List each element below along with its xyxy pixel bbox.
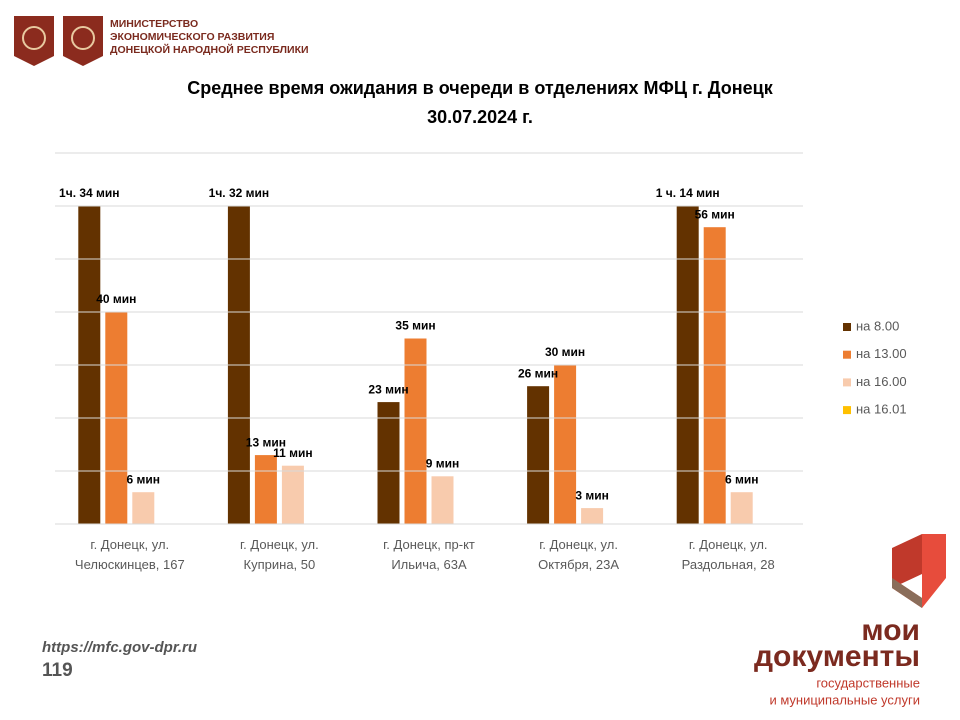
legend-label: на 16.00 (856, 374, 907, 389)
page-number: 119 (42, 660, 73, 681)
data-label: 6 мин (127, 472, 161, 486)
url: https://mfc.gov-dpr.ru (42, 639, 197, 656)
bar (554, 365, 577, 524)
bar (227, 206, 250, 524)
x-tick-label: г. Донецк, пр-кт Ильича, 63А (383, 537, 475, 572)
bar (730, 492, 753, 524)
data-label: 1 ч. 14 мин (656, 186, 720, 200)
bar (132, 492, 155, 524)
bar (404, 338, 427, 524)
legend-swatch (843, 406, 851, 415)
data-label: 1ч. 34 мин (59, 186, 120, 200)
data-label: 30 мин (545, 345, 585, 359)
brand-logo (892, 534, 946, 608)
bar (431, 476, 454, 524)
data-label: 11 мин (273, 446, 313, 460)
x-tick-label: г. Донецк, ул. Октября, 23А (538, 537, 619, 572)
data-label: 40 мин (96, 292, 136, 306)
ministry-line: МИНИСТЕРСТВО (110, 18, 198, 30)
bar (78, 206, 101, 524)
bar (703, 227, 726, 524)
data-label: 35 мин (395, 319, 435, 333)
ministry-line: ДОНЕЦКОЙ НАРОДНОЙ РЕСПУБЛИКИ (110, 43, 309, 56)
x-tick-label: г. Донецк, ул. Челюскинцев, 167 (75, 537, 185, 572)
data-label: 9 мин (426, 456, 460, 470)
bar (377, 402, 400, 524)
legend-label: на 16.01 (856, 402, 907, 417)
chart-subtitle: 30.07.2024 г. (427, 107, 533, 127)
legend-swatch (843, 350, 851, 359)
legend-swatch (843, 323, 851, 331)
bar (281, 465, 304, 524)
bar (527, 386, 550, 524)
data-label: 6 мин (725, 472, 759, 486)
emblems (14, 16, 103, 66)
x-tick-label: г. Донецк, ул. Куприна, 50 (240, 537, 319, 572)
data-label: 1ч. 32 мин (209, 186, 270, 200)
chart-title: Среднее время ожидания в очереди в отдел… (187, 78, 773, 98)
bar (254, 455, 277, 524)
bar (581, 508, 604, 524)
data-label: 26 мин (518, 366, 558, 380)
data-label: 13 мин (246, 435, 286, 449)
brand-text: и муниципальные услуги (769, 692, 920, 707)
ministry-line: ЭКОНОМИЧЕСКОГО РАЗВИТИЯ (110, 31, 274, 43)
data-label: 56 мин (695, 207, 735, 221)
data-label: 3 мин (575, 488, 609, 502)
legend-label: на 13.00 (856, 346, 907, 361)
x-tick-label: г. Донецк, ул. Раздольная, 28 (682, 537, 775, 572)
plot (78, 206, 753, 524)
legend-label: на 8.00 (856, 318, 899, 333)
brand-text: государственные (816, 675, 920, 690)
brand-text: мои (861, 614, 920, 647)
legend-swatch (843, 378, 851, 387)
data-label: 23 мин (368, 382, 408, 396)
brand-text: документы (754, 640, 920, 673)
